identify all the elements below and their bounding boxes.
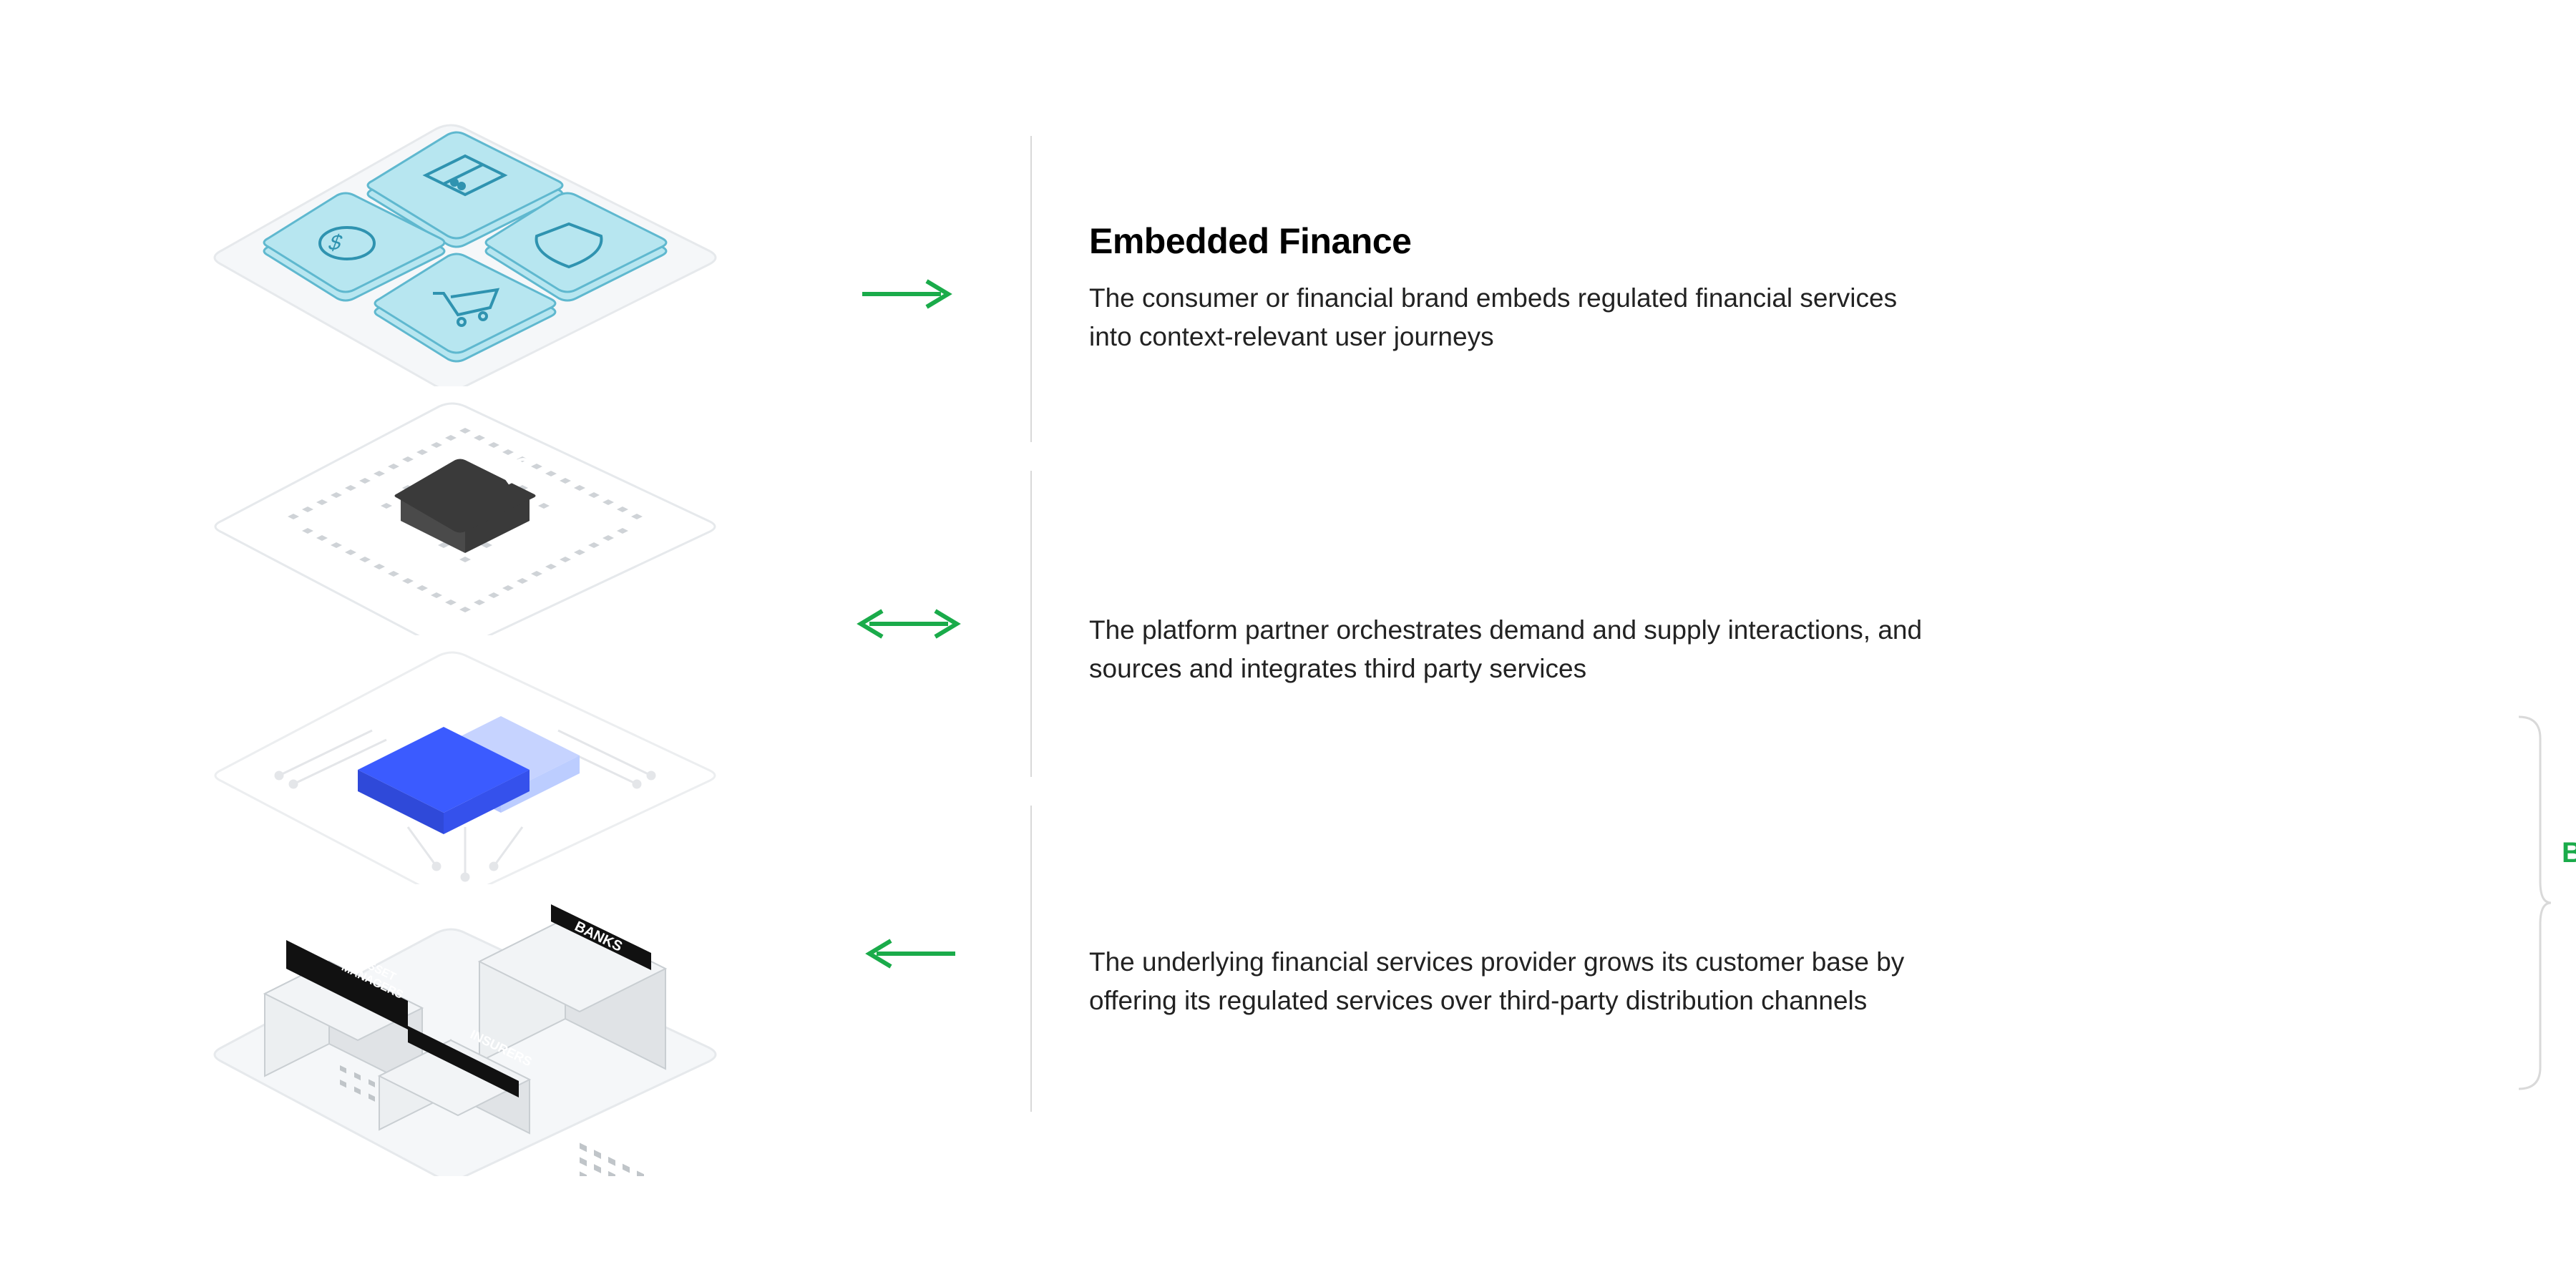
section-body: The platform partner orchestrates demand… xyxy=(1089,611,1933,688)
section-title: Embedded Finance xyxy=(1089,220,2433,262)
embedded-finance-diagram: $ xyxy=(0,0,2576,1262)
layer-integration xyxy=(193,627,737,884)
row-provider: The underlying financial services provid… xyxy=(1089,943,2433,1019)
divider-line xyxy=(1030,471,1032,777)
row-platform-partner: The platform partner orchestrates demand… xyxy=(1089,611,2433,688)
layer-api: API xyxy=(193,378,737,635)
section-body: The consumer or financial brand embeds r… xyxy=(1089,279,1933,356)
layer-consumer: $ xyxy=(193,86,737,386)
divider-line xyxy=(1030,806,1032,1112)
text-column: Embedded Finance The consumer or financi… xyxy=(1089,57,2433,1205)
arrow-left-icon xyxy=(855,932,962,975)
arrows-column xyxy=(844,57,973,1205)
divider-line xyxy=(1030,136,1032,442)
arrow-right-icon xyxy=(855,273,962,316)
arrow-both-icon xyxy=(848,602,970,645)
section-body: The underlying financial services provid… xyxy=(1089,943,1933,1019)
baas-label: BaaS xyxy=(2562,837,2576,869)
layer-providers: BANKS xyxy=(193,876,737,1176)
layers-column: $ xyxy=(143,57,787,1205)
dividers-column xyxy=(1030,57,1032,1205)
row-embedded-finance: Embedded Finance The consumer or financi… xyxy=(1089,220,2433,356)
